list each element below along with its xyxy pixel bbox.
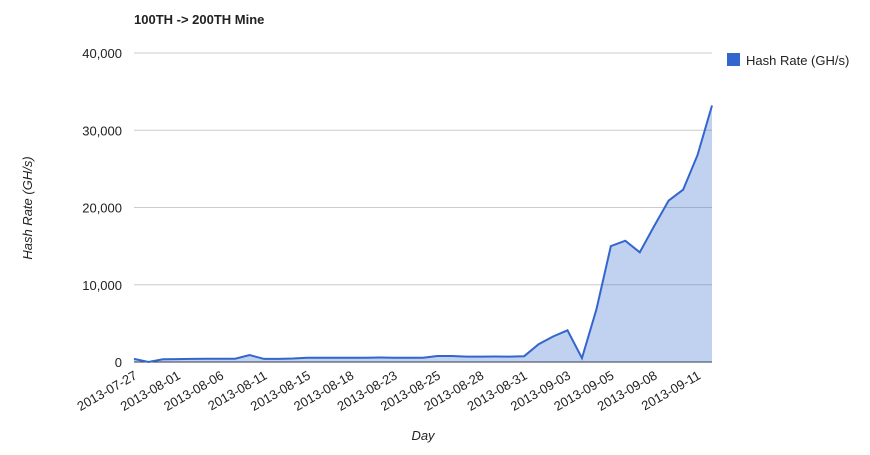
y-tick-label: 10,000: [82, 278, 122, 293]
y-tick-label: 30,000: [82, 123, 122, 138]
y-tick-label: 40,000: [82, 46, 122, 61]
line: [133, 105, 713, 364]
y-tick-label: 0: [115, 355, 122, 370]
chart-title: 100TH -> 200TH Mine: [134, 12, 264, 27]
y-tick-label: 20,000: [82, 201, 122, 216]
x-axis-title: Day: [411, 428, 436, 443]
legend-label: Hash Rate (GH/s): [746, 53, 849, 68]
legend-swatch: [727, 53, 740, 66]
y-axis-title: Hash Rate (GH/s): [20, 156, 35, 259]
area: [134, 105, 712, 362]
